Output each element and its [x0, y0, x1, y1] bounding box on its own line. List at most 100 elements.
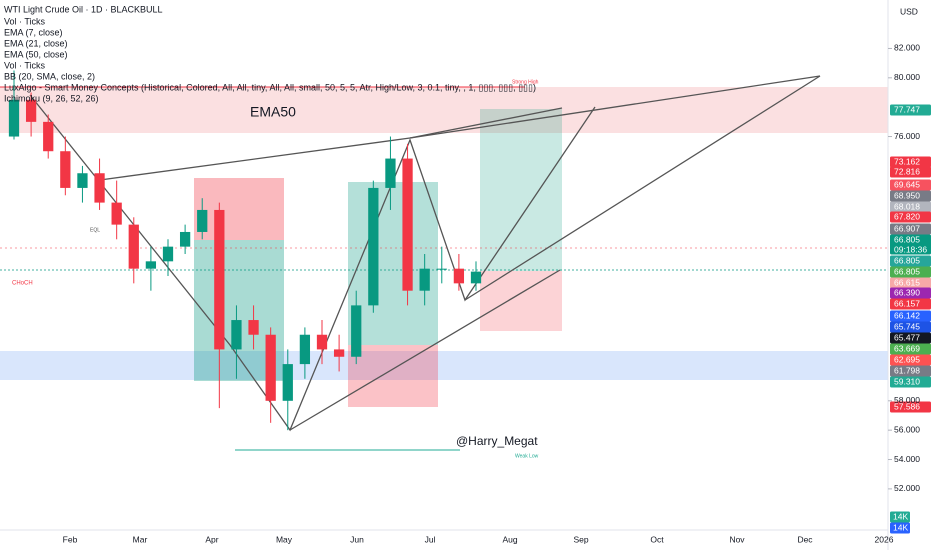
- x-tick-label: Feb: [63, 534, 78, 544]
- y-tick-label: 56.000: [894, 424, 920, 434]
- candle-body: [282, 364, 293, 401]
- candle-body: [231, 320, 242, 350]
- y-tick-label: 76.000: [894, 131, 920, 141]
- chart-title: WTI Light Crude Oil · 1D · BLACKBULL: [4, 4, 163, 14]
- choch-label: CHoCH: [12, 281, 33, 287]
- x-tick-label: Dec: [797, 534, 813, 544]
- author: @Harry_Megat: [456, 434, 538, 448]
- x-tick-label: Oct: [650, 534, 664, 544]
- candle-body: [299, 334, 311, 365]
- price-tag-label: 66.805: [894, 234, 920, 244]
- countdown: 09:18:36: [894, 244, 927, 254]
- candle-body: [368, 187, 379, 306]
- x-tick-label: Jul: [425, 534, 436, 544]
- price-tag: [890, 287, 931, 299]
- candle-body: [128, 224, 139, 269]
- price-tag: [890, 156, 931, 168]
- price-tag-label: 77.747: [894, 104, 920, 114]
- price-tag: [890, 343, 931, 355]
- currency: USD: [900, 6, 918, 16]
- trend-line: [409, 107, 563, 139]
- x-tick-label: Aug: [502, 534, 517, 544]
- price-tag-label: 72.816: [894, 166, 920, 176]
- trend-line: [464, 75, 821, 301]
- price-tag-label: 73.162: [894, 156, 920, 166]
- price-tag: [890, 266, 931, 278]
- candle-body: [265, 334, 276, 401]
- x-tick-label: Jun: [350, 534, 364, 544]
- price-tag: [890, 332, 931, 344]
- candle-body: [111, 202, 122, 225]
- long-risk: [348, 345, 438, 407]
- price-tag: [890, 277, 931, 289]
- trend-line: [409, 75, 821, 139]
- candle-body: [470, 271, 482, 284]
- indicator-legend: EMA (21, close): [4, 38, 68, 48]
- price-tag-label: 65.745: [894, 321, 920, 331]
- y-tick-label: 80.000: [894, 72, 920, 82]
- candle-body: [197, 209, 208, 232]
- price-tag: [890, 298, 931, 310]
- labels: WTI Light Crude Oil · 1D · BLACKBULL EMA…: [4, 4, 927, 544]
- trend-line: [99, 137, 411, 181]
- drawings: [0, 0, 889, 550]
- indicator-legend: EMA (50, close): [4, 49, 68, 59]
- y-tick-label: 52.000: [894, 483, 920, 493]
- price-tag-label: 66.615: [894, 277, 920, 287]
- price-tag-label: 66.142: [894, 310, 920, 320]
- supply-zone: [0, 87, 888, 133]
- price-tag: [890, 104, 931, 116]
- price-tag: [890, 401, 931, 413]
- price-tag: [890, 354, 931, 366]
- price-tag: [890, 321, 931, 333]
- target-zone: [480, 109, 562, 271]
- ema-label: EMA50: [250, 104, 296, 120]
- price-tag: [890, 234, 931, 255]
- indicator-legend: Vol · Ticks: [4, 60, 46, 70]
- pattern-lines: [29, 94, 596, 432]
- candle-body: [145, 261, 157, 269]
- price-tag: [890, 166, 931, 178]
- candle-body: [25, 99, 37, 122]
- price-tag: [890, 365, 931, 377]
- volume-tag-label: 14K: [893, 522, 908, 532]
- price-tag: [890, 179, 931, 191]
- candle-body: [248, 320, 259, 335]
- price-tag-label: 61.798: [894, 365, 920, 375]
- price-tag: [890, 211, 931, 223]
- price-tag-label: 59.310: [894, 376, 920, 386]
- candle-body: [333, 349, 345, 357]
- volume-tag: [890, 511, 910, 523]
- price-tag-label: 57.586: [894, 401, 920, 411]
- candle-body: [77, 173, 88, 188]
- price-tag-label: 65.477: [894, 332, 920, 342]
- x-tick-label: Sep: [573, 534, 588, 544]
- candle-body: [43, 121, 54, 152]
- weak-low-label: Weak Low: [515, 453, 539, 459]
- price-tag-label: 66.805: [894, 266, 920, 276]
- y-tick-label: 58.000: [894, 395, 920, 405]
- x-tick-label: Nov: [729, 534, 745, 544]
- candle-body: [214, 209, 225, 350]
- candle-body: [419, 268, 430, 291]
- strong-high-label: Strong High: [512, 79, 539, 85]
- price-tag: [890, 376, 931, 388]
- candle-body: [94, 173, 105, 203]
- stop-zone: [480, 271, 562, 331]
- price-tag: [890, 310, 931, 322]
- x-tick-label: Mar: [133, 534, 148, 544]
- candle-body: [436, 268, 447, 270]
- demand-zone: [0, 351, 888, 380]
- x-tick-label: Apr: [205, 534, 218, 544]
- trend-line: [289, 269, 561, 431]
- price-tag: [890, 223, 931, 235]
- price-tag-label: 66.390: [894, 287, 920, 297]
- candle-body: [8, 99, 20, 137]
- x-tick-label: May: [276, 534, 293, 544]
- indicator-legend: BB (20, SMA, close, 2): [4, 71, 95, 81]
- eql-label: EQL: [90, 227, 100, 233]
- price-tag-label: 67.820: [894, 211, 920, 221]
- price-tag: [890, 255, 931, 267]
- plot: [8, 47, 931, 534]
